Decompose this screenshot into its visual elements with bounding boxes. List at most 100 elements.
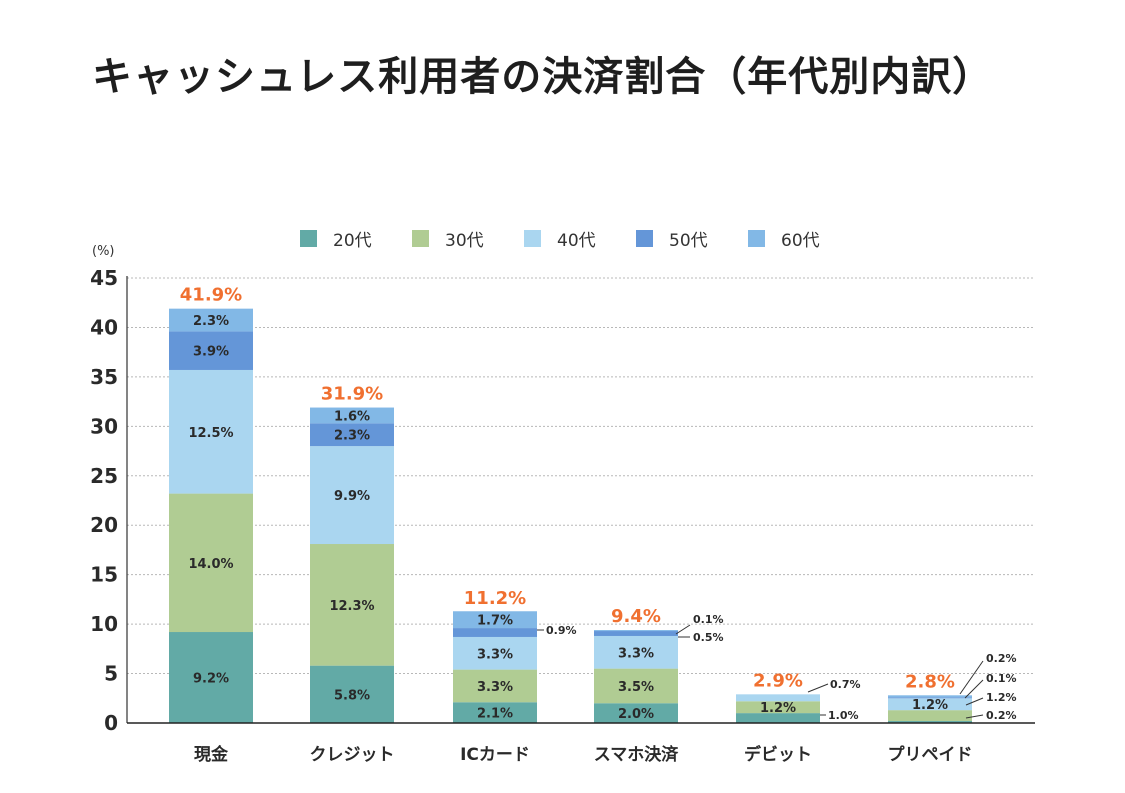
bar-segment [736,701,820,714]
x-category-label: スマホ決済 [594,744,679,765]
legend-label: 20代 [333,231,372,251]
y-tick-label: 30 [90,414,118,438]
legend-item: 30代 [412,226,524,251]
legend-swatch [524,230,541,247]
bar-segment [169,369,253,494]
bar-segment [310,544,394,666]
callout-label: 0.1% [693,613,724,626]
x-category-label: デビット [744,744,812,765]
page-title: キャッシュレス利用者の決済割合（年代別内訳） [92,54,994,100]
legend-label: 40代 [557,231,596,251]
bar-segment [594,631,678,636]
callout-label: 0.2% [986,652,1017,665]
callout-line [807,683,829,693]
bar-segment [594,635,678,669]
bar-segment [594,668,678,704]
callout-label: 1.0% [828,709,859,722]
callout-line [675,624,691,635]
bar-segment [453,611,537,629]
callout-label: 0.9% [546,624,577,637]
y-tick-label: 35 [90,365,118,389]
legend-item: 50代 [636,226,748,251]
legend-swatch [300,230,317,247]
legend-swatch [748,230,765,247]
segment-label: 1.2% [912,698,948,713]
x-category-label: クレジット [310,745,395,765]
segment-label: 1.2% [760,701,796,716]
bar-segment [888,721,972,723]
legend-label: 50代 [669,231,708,251]
bar-total-label: 11.2% [464,588,526,609]
bar-total-label: 9.4% [611,606,661,627]
bar-total-label: 41.9% [180,285,242,306]
callout-label: 0.2% [986,709,1017,722]
bar-segment [310,665,394,723]
legend-label: 30代 [445,231,484,251]
bar-total-label: 31.9% [321,384,383,405]
segment-label: 2.1% [477,707,513,722]
bar-segment [310,423,394,447]
callout-line [964,679,984,699]
y-tick-label: 45 [90,266,118,290]
callout-label: 1.2% [986,691,1017,704]
bar-total-label: 2.9% [753,670,803,691]
segment-label: 9.9% [334,489,370,504]
segment-label: 9.2% [193,672,229,687]
bar-segment [888,710,972,722]
legend-swatch [636,230,653,247]
segment-label: 5.8% [334,688,370,703]
segment-label: 3.3% [477,680,513,695]
x-category-label: プリペイド [888,744,973,765]
bar-segment [310,407,394,424]
segment-label: 3.3% [618,646,654,661]
bar-segment [453,669,537,703]
segment-label: 3.9% [193,345,229,360]
callout-line [959,660,984,695]
segment-label: 1.6% [334,409,370,424]
bar-segment [453,636,537,670]
y-tick-label: 15 [90,563,118,587]
bar-segment [888,695,972,698]
segment-label: 2.0% [618,707,654,722]
bar-segment [310,446,394,545]
segment-label: 1.7% [477,614,513,629]
legend-swatch [412,230,429,247]
bar-total-label: 2.8% [905,671,955,692]
bar-segment [169,632,253,723]
bar-segment [453,628,537,637]
legend-label: 60代 [781,231,820,251]
y-axis-unit-label: (%) [92,244,115,259]
y-tick-label: 0 [104,711,118,735]
bar-segment [594,703,678,723]
bar-segment [169,493,253,633]
bar-segment [736,713,820,723]
y-tick-label: 20 [90,513,118,537]
bar-segment [169,308,253,332]
legend-item: 60代 [748,226,860,251]
legend-item: 40代 [524,226,636,251]
segment-label: 12.3% [329,599,374,614]
bar-segment [594,630,678,632]
segment-label: 12.5% [188,426,233,441]
bar-segment [453,702,537,723]
bar-segment [736,694,820,702]
callout-label: 0.5% [693,631,724,644]
callout-line [965,697,984,706]
y-tick-label: 25 [90,464,118,488]
bar-segment [888,697,972,699]
segment-label: 3.5% [618,680,654,695]
segment-label: 2.3% [193,314,229,329]
callout-label: 0.1% [986,672,1017,685]
callout-label: 0.7% [830,678,861,691]
segment-label: 3.3% [477,647,513,662]
bar-segment [888,698,972,711]
chart-legend: 20代 30代 40代 50代 60代 [300,226,860,251]
x-category-label: ICカード [460,745,530,765]
y-tick-label: 5 [104,662,118,686]
callout-line [965,714,984,719]
segment-label: 2.3% [334,429,370,444]
y-tick-label: 10 [90,612,118,636]
segment-label: 14.0% [188,557,233,572]
legend-item: 20代 [300,226,412,251]
